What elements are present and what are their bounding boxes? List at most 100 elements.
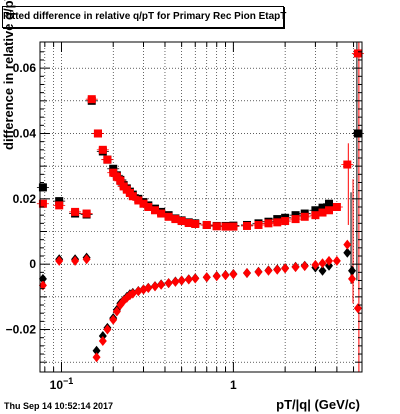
data-point-square bbox=[264, 219, 273, 228]
data-point-diamond bbox=[311, 259, 320, 270]
data-point-square bbox=[191, 219, 200, 228]
data-point-diamond bbox=[318, 265, 327, 276]
data-point-diamond bbox=[318, 258, 327, 269]
data-point-square bbox=[177, 217, 186, 226]
data-point-diamond bbox=[184, 274, 193, 285]
data-point-diamond bbox=[103, 324, 112, 335]
data-point-square bbox=[343, 160, 352, 169]
data-point-square bbox=[332, 203, 341, 211]
y-tick-label: −0.02 bbox=[6, 323, 37, 337]
y-axis-label: difference in relative q/pT bbox=[1, 0, 16, 150]
data-point-square bbox=[281, 217, 290, 226]
data-point-diamond bbox=[353, 303, 362, 314]
data-point-square bbox=[353, 49, 362, 58]
data-point-diamond bbox=[177, 275, 186, 286]
data-point-square bbox=[151, 206, 160, 215]
data-point-square bbox=[112, 172, 121, 181]
data-point-diamond bbox=[202, 272, 211, 283]
tick-labels: −0.02 0 0.02 0.04 0.06 10−1 1 bbox=[6, 61, 237, 392]
x-tick-label-exponent: −1 bbox=[63, 376, 73, 386]
data-point-diamond bbox=[300, 261, 309, 272]
axis-ticks bbox=[40, 42, 362, 372]
data-point-diamond bbox=[55, 255, 64, 266]
data-point-square bbox=[134, 196, 143, 205]
data-point-diamond bbox=[38, 280, 47, 291]
data-point-square bbox=[144, 203, 153, 211]
data-point-square bbox=[202, 220, 211, 229]
data-point-diamond bbox=[92, 345, 101, 356]
data-point-square bbox=[82, 209, 91, 218]
chart-title: Fitted difference in relative q/pT for P… bbox=[3, 11, 287, 22]
timestamp: Thu Sep 14 10:52:14 2017 bbox=[4, 401, 114, 411]
data-point-diamond bbox=[144, 283, 153, 294]
data-point-diamond bbox=[348, 273, 357, 284]
x-tick-label: 10−1 bbox=[50, 376, 74, 392]
data-point-diamond bbox=[164, 278, 173, 289]
data-point-diamond bbox=[112, 306, 121, 317]
data-point-diamond bbox=[343, 239, 352, 250]
data-point-diamond bbox=[171, 276, 180, 287]
data-point-square bbox=[171, 215, 180, 224]
x-tick-label: 1 bbox=[230, 378, 237, 392]
data-point-diamond bbox=[212, 271, 221, 282]
data-point-diamond bbox=[281, 263, 290, 274]
data-point-diamond bbox=[38, 273, 47, 284]
y-tick-label: 0.04 bbox=[13, 126, 37, 140]
data-point-diamond bbox=[98, 335, 107, 346]
data-point-diamond bbox=[332, 255, 341, 266]
data-point-diamond bbox=[264, 265, 273, 276]
data-point-diamond bbox=[221, 270, 230, 281]
data-point-square bbox=[128, 192, 137, 201]
data-point-square bbox=[71, 207, 80, 216]
data-point-square bbox=[318, 208, 327, 217]
data-point-diamond bbox=[71, 255, 80, 266]
data-point-diamond bbox=[157, 279, 166, 290]
data-point-square bbox=[318, 203, 327, 212]
data-point-square bbox=[38, 199, 47, 208]
data-point-diamond bbox=[325, 255, 334, 266]
data-point-square bbox=[325, 206, 334, 215]
data-point-square bbox=[325, 199, 334, 208]
data-point-square bbox=[311, 206, 320, 215]
data-point-diamond bbox=[273, 264, 282, 275]
data-point-diamond bbox=[343, 247, 352, 258]
data-point-diamond bbox=[151, 281, 160, 292]
data-point-square bbox=[93, 129, 102, 138]
data-markers bbox=[36, 49, 364, 363]
data-point-square bbox=[254, 220, 263, 229]
data-point-square bbox=[55, 197, 64, 206]
data-point-diamond bbox=[92, 352, 101, 363]
data-point-square bbox=[164, 212, 173, 221]
y-tick-label: 0.06 bbox=[13, 61, 37, 75]
data-point-square bbox=[300, 212, 309, 221]
data-point-square bbox=[311, 211, 320, 220]
y-tick-label: 0.02 bbox=[13, 192, 37, 206]
data-point-square bbox=[55, 201, 64, 210]
data-point-square bbox=[212, 222, 221, 231]
x-axis-label: pT/|q| (GeV/c) bbox=[276, 397, 360, 412]
data-point-square bbox=[184, 219, 193, 228]
data-point-square bbox=[242, 221, 251, 230]
data-point-square bbox=[157, 209, 166, 218]
data-point-square bbox=[87, 95, 96, 104]
data-point-diamond bbox=[348, 265, 357, 276]
data-point-diamond bbox=[254, 267, 263, 278]
data-point-diamond bbox=[242, 268, 251, 278]
data-point-square bbox=[98, 145, 107, 154]
data-point-square bbox=[139, 199, 148, 208]
data-point-diamond bbox=[109, 314, 118, 325]
data-point-square bbox=[221, 222, 230, 231]
data-point-square bbox=[38, 183, 47, 192]
data-point-diamond bbox=[229, 269, 238, 280]
chart-title-box: Fitted difference in relative q/pT for P… bbox=[2, 6, 287, 28]
y-tick-label: 0 bbox=[29, 257, 36, 271]
data-point-diamond bbox=[191, 273, 200, 284]
data-point-square bbox=[273, 218, 282, 227]
data-point-square bbox=[103, 155, 112, 164]
data-point-diamond bbox=[82, 254, 91, 265]
data-point-diamond bbox=[291, 262, 300, 273]
data-point-square bbox=[229, 222, 238, 231]
data-point-square bbox=[116, 176, 125, 185]
data-point-square bbox=[291, 215, 300, 224]
